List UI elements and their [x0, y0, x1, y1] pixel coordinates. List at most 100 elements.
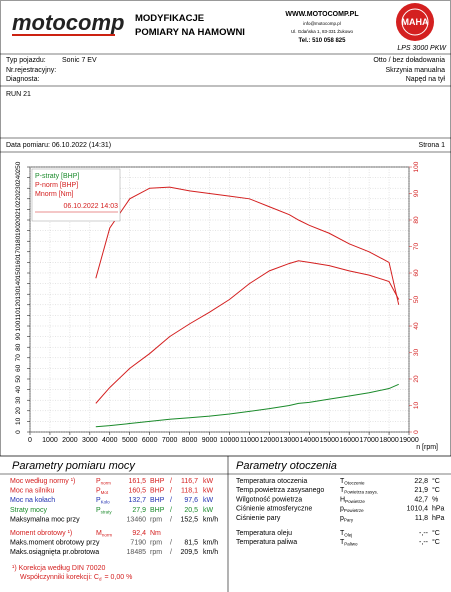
y-tick-label: 170 [15, 246, 22, 257]
phone: Tel.: 510 058 825 [299, 38, 347, 44]
param-label: Maksymalna moc przy [10, 516, 80, 523]
param-value: 152,5 [180, 516, 198, 523]
run-label: RUN 21 [6, 91, 31, 98]
symbol: P [96, 507, 101, 514]
brand-emblem-ring [401, 8, 429, 36]
email: info@motocomp.pl [303, 21, 341, 26]
param-unit: BHP [150, 488, 165, 495]
param-label: Maks.moment obrotowy przy [10, 540, 100, 547]
env-symbol: TPowietrza zasys. [340, 487, 378, 495]
param-label: Moc według normy ¹) [10, 478, 75, 485]
field-value: Napęd na tył [406, 76, 446, 83]
param-unit: km/h [203, 516, 218, 523]
field-label: Typ pojazdu: [6, 57, 46, 64]
param-unit: BHP [150, 507, 165, 514]
env-label: Wilgotność powietrza [236, 496, 302, 503]
param-symbol: Mnorm [96, 530, 112, 538]
correction-note: ¹) Korekcja według DIN 70020 [12, 565, 105, 572]
y-tick-label: 40 [15, 386, 22, 394]
param-label: Moment obrotowy ¹) [10, 530, 72, 537]
subscript: norm [102, 533, 113, 538]
env-label: Temperatura paliwa [236, 539, 297, 546]
legend-entry: P-straty [BHP] [35, 173, 79, 180]
param-unit: Nm [150, 530, 161, 537]
param-separator: / [170, 497, 172, 504]
subscript: Paliwo [344, 542, 358, 547]
address: Ul. Gdańska 1, 83-331 Żukowo [291, 28, 354, 34]
y2-tick-label: 20 [413, 375, 420, 383]
env-value: 11,8 [415, 515, 428, 522]
y-tick-label: 80 [15, 343, 22, 351]
param-unit: BHP [150, 497, 165, 504]
env-symbol: TOtoczenie [340, 478, 365, 486]
field-value: Sonic 7 EV [62, 57, 97, 64]
param-unit: kW [203, 497, 214, 504]
env-value: -,-- [419, 530, 429, 537]
env-unit: °C [432, 486, 440, 494]
env-unit: hPa [432, 515, 445, 522]
y2-tick-label: 100 [413, 161, 420, 172]
env-unit: °C [432, 529, 440, 537]
env-symbol: pPary [340, 515, 354, 523]
page-number: Strona 1 [419, 142, 446, 149]
y-tick-label: 180 [15, 235, 22, 246]
section-title: Parametry otoczenia [236, 460, 337, 472]
x-tick-label: 4000 [102, 437, 118, 444]
correction-factor: Współczynniki korekcji: Cd = 0,00 % [20, 574, 132, 582]
env-symbol: TPaliwo [340, 539, 358, 547]
param-label: Moc na kołach [10, 497, 55, 504]
x-tick-label: 3000 [82, 437, 98, 444]
symbol: T [340, 539, 345, 546]
x-tick-label: 0 [28, 437, 32, 444]
dyno-model: LPS 3000 PKW [397, 45, 447, 52]
x-tick-label: 10000 [220, 437, 240, 444]
symbol: p [340, 506, 344, 513]
factor-sub: d [99, 577, 102, 582]
field-value: Otto / bez doładowania [373, 57, 445, 64]
y-tick-label: 30 [15, 396, 22, 404]
env-label: Ciśnienie atmosferyczne [236, 506, 312, 513]
y-tick-label: 60 [15, 364, 22, 372]
env-value: -,-- [419, 539, 429, 546]
y-tick-label: 90 [15, 333, 22, 341]
param-value: 13460 [127, 516, 147, 523]
x-tick-label: 17000 [359, 437, 379, 444]
symbol: M [96, 530, 102, 537]
header-line: POMIARY NA HAMOWNI [135, 27, 245, 38]
param-symbol: Pstraty [96, 507, 112, 515]
env-unit: hPa [432, 506, 445, 513]
env-label: Temperatura otoczenia [236, 478, 307, 485]
y2-tick-label: 80 [413, 216, 420, 224]
param-unit: rpm [150, 540, 162, 547]
y-tick-label: 120 [15, 299, 22, 310]
param-value: 132,7 [128, 497, 146, 504]
param-label: Moc na silniku [10, 488, 54, 495]
symbol: H [340, 496, 345, 503]
param-value: 116,7 [181, 478, 198, 485]
env-label: Temp.powietrza zasysanego [236, 487, 324, 494]
param-symbol: PMot [96, 488, 109, 496]
y-tick-label: 100 [15, 320, 22, 331]
subscript: Powietrze [345, 499, 365, 504]
y-tick-label: 190 [15, 225, 22, 236]
x-tick-label: 11000 [240, 437, 259, 444]
x-tick-label: 18000 [379, 437, 399, 444]
y-tick-label: 10 [15, 417, 22, 425]
param-unit: km/h [203, 540, 218, 547]
symbol: P [96, 478, 101, 485]
x-tick-label: 9000 [202, 437, 218, 444]
x-tick-label: 1000 [42, 437, 58, 444]
param-separator: / [170, 516, 172, 523]
y2-tick-label: 50 [413, 296, 420, 304]
symbol: P [96, 488, 101, 495]
y-tick-label: 230 [15, 182, 22, 193]
param-separator: / [170, 478, 172, 485]
param-value: 27,9 [132, 507, 146, 514]
param-unit: km/h [203, 549, 218, 556]
x-tick-label: 8000 [182, 437, 198, 444]
env-unit: % [432, 496, 438, 503]
y-tick-label: 110 [15, 310, 22, 321]
legend-entry: P-norm [BHP] [35, 182, 78, 189]
param-value: 7190 [130, 540, 146, 547]
